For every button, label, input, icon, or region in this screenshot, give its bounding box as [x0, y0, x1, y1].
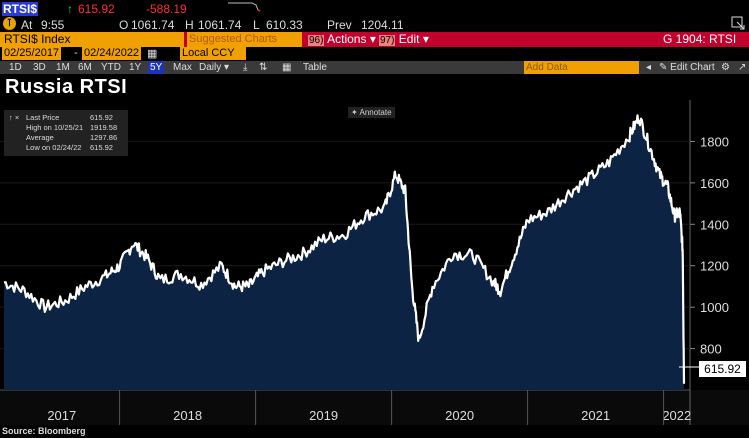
open-value: 1061.74 — [131, 18, 175, 32]
x-tick-label: 2021 — [581, 408, 610, 423]
date-range-bar: 02/25/2017 - 02/24/2022 ▦ Local CCY — [0, 47, 749, 61]
x-tick-label: 2020 — [445, 408, 474, 423]
quote-line: RTSI$ ↑ 615.92 -588.19 — [0, 0, 749, 17]
chart-title: Russia RTSI — [5, 76, 128, 98]
annotate-button[interactable]: ✦ Annotate — [348, 107, 395, 118]
net-change: -588.19 — [146, 2, 187, 16]
legend-value-last: 615.92 — [90, 113, 113, 122]
legend-label-average: Average — [26, 133, 54, 142]
range-5y[interactable]: 5Y — [148, 61, 165, 74]
quote-details: ⊺ At 9:55 O 1061.74 H 1061.74 L 610.33 P… — [0, 17, 749, 32]
legend-label-high: High on 10/25/21 — [26, 123, 84, 132]
ticker-symbol[interactable]: RTSI$ — [2, 2, 39, 16]
range-max[interactable]: Max — [173, 62, 192, 73]
range-1d[interactable]: 1D — [9, 62, 22, 73]
legend-value-average: 1297.86 — [90, 133, 118, 142]
x-tick-label: 2018 — [173, 408, 202, 423]
annotate-label: Annotate — [359, 108, 392, 117]
last-price: 615.92 — [78, 2, 115, 16]
actions-number: 96) — [308, 35, 325, 46]
actions-menu[interactable]: 96) Actions ▾ — [308, 32, 376, 46]
command-bar: RTSI$ Index Suggested Charts 96) Actions… — [0, 32, 749, 47]
low-label: L — [253, 18, 260, 32]
time-label: At — [21, 18, 33, 32]
frequency-label: Daily — [199, 62, 222, 73]
y-tick-label: 1800 — [700, 134, 729, 149]
expand-window-icon[interactable] — [731, 16, 745, 33]
line-chart-icon[interactable]: ⤓ — [243, 62, 248, 73]
x-axis-band — [0, 390, 749, 425]
y-axis-ticks: 800 1000 1200 1400 1600 1800 — [690, 134, 729, 357]
edit-label: Edit — [398, 32, 420, 46]
legend-bullet-icon: ↑ × — [9, 113, 20, 122]
currency-select[interactable]: Local CCY — [180, 47, 246, 60]
price-line — [3, 114, 686, 384]
edit-number: 97) — [379, 35, 396, 46]
page-code: G 1904: RTSI — [663, 32, 737, 46]
quote-time: 9:55 — [41, 18, 65, 32]
calendar-icon[interactable]: ▦ — [147, 48, 158, 60]
legend-value-high: 1919.58 — [90, 123, 118, 132]
edit-menu[interactable]: 97) Edit ▾ — [379, 32, 429, 46]
x-tick-label: 2022 — [662, 408, 691, 423]
range-3d[interactable]: 3D — [33, 62, 46, 73]
low-value: 610.33 — [266, 18, 303, 32]
legend-value-low: 615.92 — [90, 143, 113, 152]
chart-legend[interactable]: ↑ × Last Price 615.92 High on 10/25/21 1… — [4, 110, 128, 156]
range-1y[interactable]: 1Y — [129, 62, 142, 73]
y-tick-label: 1200 — [700, 259, 729, 274]
range-6m[interactable]: 6M — [78, 62, 92, 73]
x-tick-label: 2019 — [309, 408, 338, 423]
y-tick-label: 1000 — [700, 300, 729, 315]
bloomberg-at-icon: ⊺ — [3, 17, 16, 30]
range-ytd[interactable]: YTD — [101, 62, 121, 73]
table-button[interactable]: Table — [303, 62, 327, 73]
x-tick-label: 2017 — [47, 408, 76, 423]
end-date-input[interactable]: 02/24/2022 — [82, 47, 142, 60]
edit-chart-label: Edit Chart — [670, 62, 715, 73]
high-value: 1061.74 — [198, 18, 242, 32]
collapse-icon[interactable]: ◂ — [646, 62, 652, 73]
source-label: Source: Bloomberg — [2, 426, 86, 436]
legend-label-low: Low on 02/24/22 — [26, 143, 82, 152]
x-axis-ticks: 2017 2018 2019 2020 2021 2022 — [47, 390, 691, 425]
prev-label: Prev — [327, 18, 352, 32]
up-arrow-icon: ↑ — [67, 2, 73, 16]
prev-value: 1204.11 — [361, 18, 404, 32]
settings-icon[interactable]: ⚙ — [721, 62, 730, 73]
grid-icon[interactable]: ▦ — [282, 62, 292, 73]
start-date-input[interactable]: 02/25/2017 — [2, 47, 62, 60]
add-data-input[interactable]: Add Data — [524, 61, 639, 74]
legend-label-last: Last Price — [26, 113, 60, 122]
security-field[interactable]: RTSI$ Index — [0, 32, 184, 47]
y-tick-label: 1600 — [700, 176, 729, 191]
actions-label: Actions — [327, 32, 367, 46]
high-label: H — [185, 18, 194, 32]
last-price-tag: 615.92 — [699, 361, 746, 377]
frequency-select[interactable]: Daily ▾ — [199, 62, 230, 73]
open-label: O — [119, 18, 129, 32]
pan-icon[interactable]: ⇅ — [259, 62, 268, 73]
chart-toolbar: 1D 3D 1M 6M YTD 1Y 5Y Max Daily ▾ ⤓ ⇅ ▦ … — [0, 61, 749, 74]
edit-chart-button[interactable]: ✎ Edit Chart — [659, 62, 715, 73]
y-tick-label: 1400 — [700, 217, 729, 232]
price-area — [4, 115, 684, 391]
suggested-charts-field[interactable]: Suggested Charts — [187, 32, 302, 47]
y-tick-label: 800 — [700, 342, 722, 357]
sparkline-icon — [228, 0, 268, 15]
maximize-icon[interactable]: ↗ — [738, 62, 747, 73]
range-1m[interactable]: 1M — [56, 62, 70, 73]
date-separator: - — [74, 47, 78, 59]
